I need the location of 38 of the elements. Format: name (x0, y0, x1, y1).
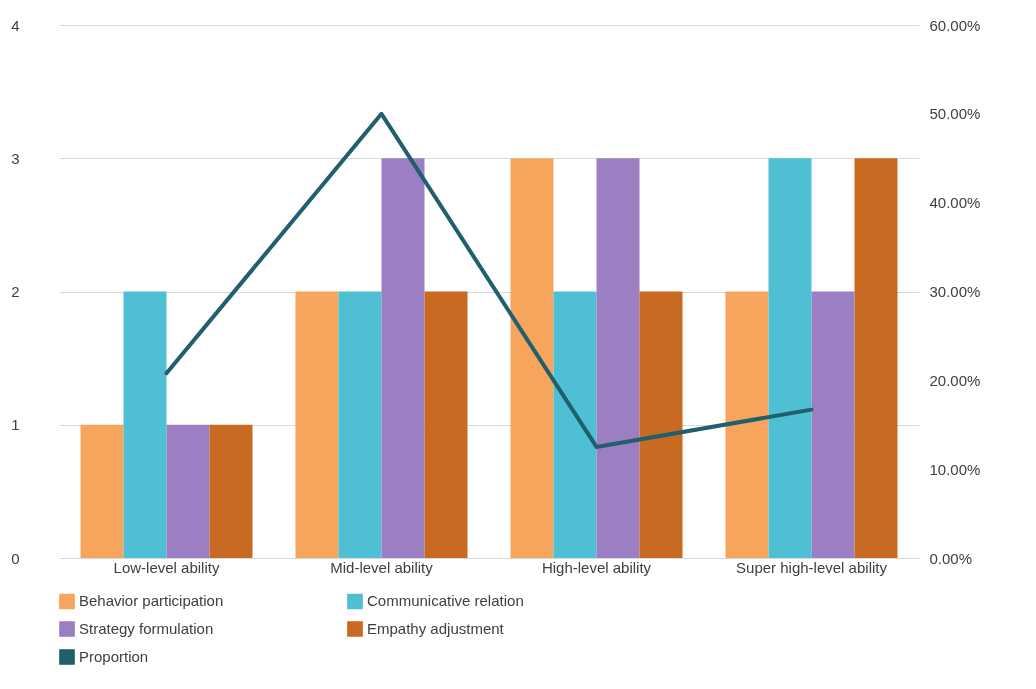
bar (596, 158, 640, 558)
bar (209, 424, 253, 558)
y2-tick-label: 50.00% (929, 105, 981, 123)
legend-label: Proportion (79, 648, 149, 665)
x-tick-label: High-level ability (541, 558, 652, 576)
bar (123, 291, 167, 558)
legend-label: Behavior participation (79, 592, 224, 610)
y2-tick-label: 20.00% (929, 371, 981, 389)
y2-tick-label: 40.00% (929, 194, 981, 212)
y2-tick-label: 0.00% (929, 549, 973, 567)
line-series (164, 111, 814, 449)
y-tick-label: 2 (11, 283, 20, 300)
bar (424, 291, 468, 558)
bar (510, 158, 554, 558)
x-tick-label: Mid-level ability (330, 558, 434, 576)
y2-tick-label: 10.00% (929, 460, 981, 478)
bar (80, 424, 124, 558)
x-tick-label: Super high-level ability (736, 558, 888, 576)
y-tick-label: 3 (11, 149, 20, 167)
x-tick-label: Low-level ability (113, 558, 220, 576)
y2-tick-label: 60.00% (929, 16, 981, 34)
bar (295, 291, 339, 558)
y-tick-label: 1 (11, 416, 20, 434)
y-tick-label: 4 (11, 16, 20, 34)
legend-label: Empathy adjustment (367, 620, 505, 637)
bar (639, 291, 683, 558)
bar (768, 158, 812, 558)
bar (166, 424, 210, 558)
legend-label: Strategy formulation (79, 620, 214, 637)
bar (553, 291, 597, 558)
bar (854, 158, 898, 558)
y-tick-label: 0 (11, 549, 20, 567)
bar (338, 291, 382, 558)
legend-label: Communicative relation (367, 592, 524, 610)
bar (381, 158, 425, 558)
y2-tick-label: 30.00% (929, 283, 981, 300)
bar (725, 291, 769, 558)
bar (811, 291, 855, 558)
